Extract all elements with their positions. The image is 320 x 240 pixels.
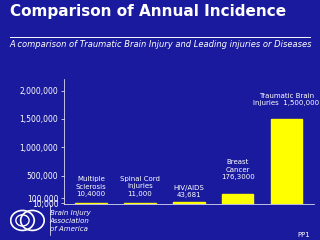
Bar [124, 203, 156, 204]
Text: A comparison of Traumatic Brain Injury and Leading injuries or Diseases: A comparison of Traumatic Brain Injury a… [10, 40, 312, 49]
Text: PP1: PP1 [298, 232, 310, 238]
Text: Multiple
Sclerosis
10,4000: Multiple Sclerosis 10,4000 [76, 176, 107, 197]
Text: Brain Injury
Association
of America: Brain Injury Association of America [50, 210, 90, 232]
Text: HIV/AIDS
43,681: HIV/AIDS 43,681 [173, 185, 204, 198]
Text: Breast
Cancer
176,3000: Breast Cancer 176,3000 [221, 159, 254, 180]
Bar [270, 119, 302, 204]
Text: Comparison of Annual Incidence: Comparison of Annual Incidence [10, 4, 286, 19]
Text: Traumatic Brain
Injuries  1,500,000: Traumatic Brain Injuries 1,500,000 [253, 93, 319, 106]
Text: Spinal Cord
Injuries
11,000: Spinal Cord Injuries 11,000 [120, 176, 160, 197]
Bar [222, 194, 253, 204]
Bar [173, 202, 205, 204]
